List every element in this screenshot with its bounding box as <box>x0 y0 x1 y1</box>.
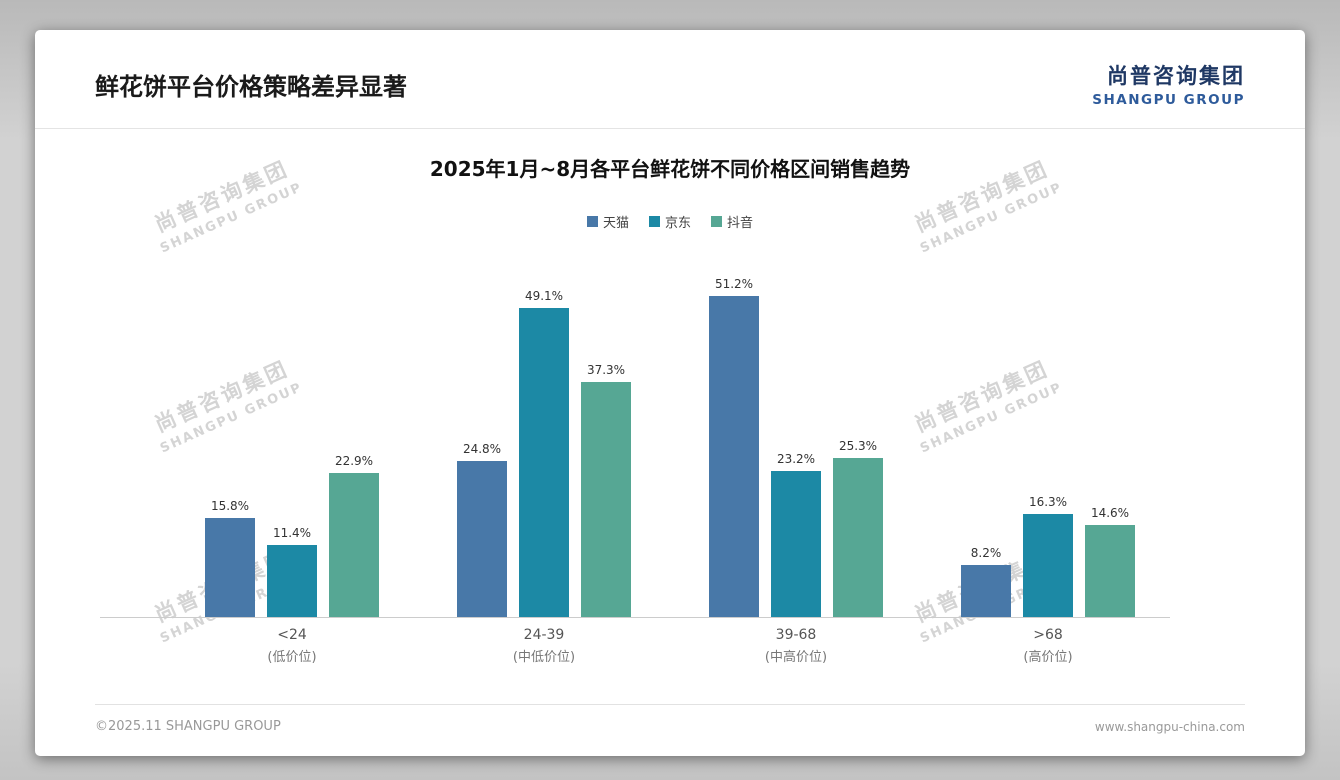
bar-value-label: 15.8% <box>210 499 250 513</box>
bar-value-label: 25.3% <box>838 439 878 453</box>
bar-天猫 <box>961 565 1011 617</box>
legend-label: 天猫 <box>602 216 629 231</box>
bar-cluster: 51.2% 23.2% 25.3% <box>709 277 883 617</box>
legend-item-京东: 京东 <box>648 212 691 231</box>
bar-group->68: 8.2% 16.3% 14.6% >68 (高价位) <box>961 277 1135 665</box>
legend-item-抖音: 抖音 <box>711 212 753 231</box>
legend-swatch <box>586 216 598 227</box>
category-range: >68 <box>1033 627 1063 643</box>
bar-value-label: 49.1% <box>524 289 564 303</box>
bar-value-label: 37.3% <box>586 363 626 377</box>
legend-label: 抖音 <box>727 216 754 231</box>
header: 鲜花饼平台价格策略差异显著 尚普咨询集团 SHANGPU GROUP <box>35 30 1305 129</box>
bar-column: 49.1% <box>519 277 569 617</box>
category-tier: (低价位) <box>267 650 317 665</box>
page-title: 鲜花饼平台价格策略差异显著 <box>95 72 407 101</box>
bar-京东 <box>267 545 317 617</box>
bar-column: 14.6% <box>1085 277 1135 617</box>
category-tier: (中高价位) <box>764 650 828 665</box>
chart-legend: 天猫 京东 抖音 <box>35 212 1305 231</box>
bar-column: 22.9% <box>329 277 379 617</box>
category-range: 24-39 <box>523 627 565 643</box>
logo-chinese: 尚普咨询集团 <box>1107 64 1245 88</box>
bar-cluster: 15.8% 11.4% 22.9% <box>205 277 379 617</box>
bar-抖音 <box>581 382 631 617</box>
bar-抖音 <box>833 458 883 617</box>
bar-value-label: 51.2% <box>714 277 754 291</box>
bar-group-39-68: 51.2% 23.2% 25.3% 39-68 (中高价位) <box>709 277 883 665</box>
bar-column: 16.3% <box>1023 277 1073 617</box>
chart-groups: 15.8% 11.4% 22.9% <24 (低价位) 24.8% 49.1% 37.3% 24… <box>100 277 1170 665</box>
bar-cluster: 8.2% 16.3% 14.6% <box>961 277 1135 617</box>
category-label: <24 (低价位) <box>267 627 316 665</box>
bar-column: 15.8% <box>205 277 255 617</box>
company-logo: 尚普咨询集团 SHANGPU GROUP <box>1092 60 1245 108</box>
bar-group-24-39: 24.8% 49.1% 37.3% 24-39 (中低价位) <box>457 277 631 665</box>
bar-天猫 <box>457 461 507 617</box>
bar-抖音 <box>329 473 379 617</box>
bar-value-label: 24.8% <box>462 442 502 456</box>
bar-column: 51.2% <box>709 277 759 617</box>
category-tier: (高价位) <box>1023 650 1073 665</box>
footer: ©2025.11 SHANGPU GROUP www.shangpu-china… <box>95 704 1245 756</box>
chart-title: 2025年1月~8月各平台鲜花饼不同价格区间销售趋势 <box>429 157 911 181</box>
bar-京东 <box>1023 514 1073 617</box>
category-tier: (中低价位) <box>512 650 576 665</box>
bar-value-label: 16.3% <box>1028 495 1068 509</box>
bar-value-label: 14.6% <box>1090 506 1130 520</box>
footer-copyright: ©2025.11 SHANGPU GROUP <box>95 719 281 734</box>
bar-抖音 <box>1085 525 1135 617</box>
bar-value-label: 22.9% <box>334 454 374 468</box>
bar-天猫 <box>709 296 759 617</box>
bar-column: 24.8% <box>457 277 507 617</box>
category-range: <24 <box>277 627 307 643</box>
footer-website: www.shangpu-china.com <box>1094 719 1245 734</box>
bar-京东 <box>771 471 821 617</box>
category-label: 24-39 (中低价位) <box>513 627 575 665</box>
bar-天猫 <box>205 518 255 617</box>
legend-label: 京东 <box>664 216 691 231</box>
bar-cluster: 24.8% 49.1% 37.3% <box>457 277 631 617</box>
bar-value-label: 23.2% <box>776 452 816 466</box>
bar-column: 25.3% <box>833 277 883 617</box>
bar-value-label: 11.4% <box>272 526 312 540</box>
x-axis-line <box>100 617 1170 618</box>
logo-english: SHANGPU GROUP <box>1092 92 1245 108</box>
bar-column: 23.2% <box>771 277 821 617</box>
bar-chart: 15.8% 11.4% 22.9% <24 (低价位) 24.8% 49.1% 37.3% 24… <box>100 277 1240 665</box>
legend-item-天猫: 天猫 <box>586 212 629 231</box>
bar-column: 11.4% <box>267 277 317 617</box>
legend-swatch <box>648 216 660 227</box>
bar-京东 <box>519 308 569 617</box>
category-label: 39-68 (中高价位) <box>765 627 827 665</box>
bar-group-<24: 15.8% 11.4% 22.9% <24 (低价位) <box>205 277 379 665</box>
bar-value-label: 8.2% <box>970 546 1002 560</box>
legend-swatch <box>711 216 722 227</box>
bar-column: 8.2% <box>961 277 1011 617</box>
category-label: >68 (高价位) <box>1023 627 1072 665</box>
bar-column: 37.3% <box>581 277 631 617</box>
slide-card: 尚普咨询集团 SHANGPU GROUP 尚普咨询集团 SHANGPU GROU… <box>35 30 1305 756</box>
category-range: 39-68 <box>775 627 817 643</box>
